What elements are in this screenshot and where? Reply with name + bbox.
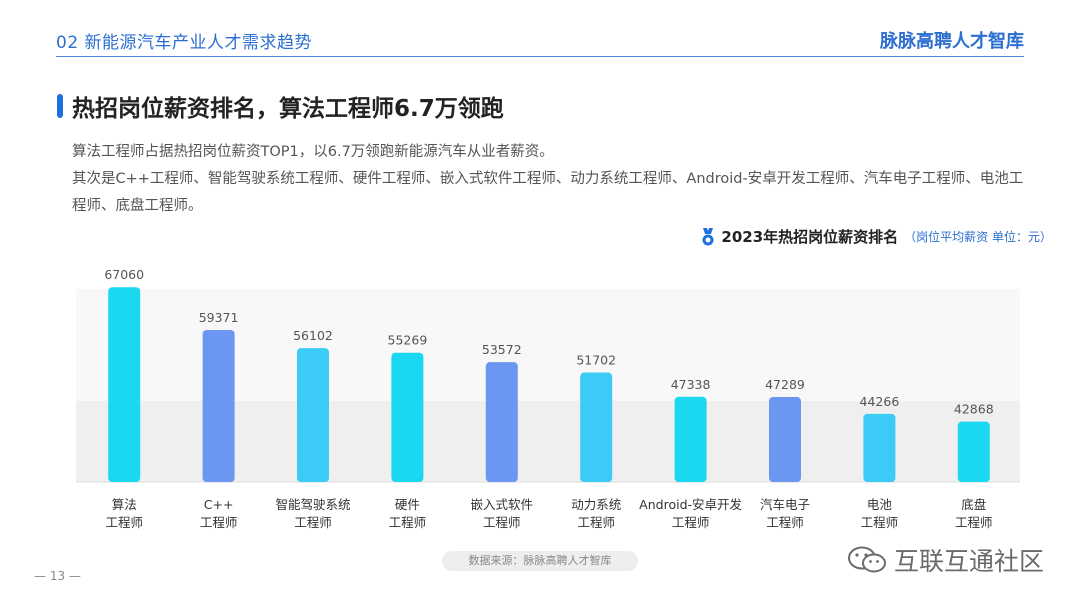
wechat-icon xyxy=(847,546,886,573)
bar-5 xyxy=(580,372,613,482)
category-label-8-line-1: 工程师 xyxy=(861,515,899,530)
brand-name: 脉脉高聘人才智库 xyxy=(880,31,1024,52)
value-label-9: 42868 xyxy=(954,402,994,417)
page-title: 热招岗位薪资排名，算法工程师6.7万领跑 xyxy=(72,96,504,122)
bar-4 xyxy=(485,362,518,482)
bar-2 xyxy=(297,348,329,482)
category-label-4-line-1: 工程师 xyxy=(483,515,521,530)
category-label-5-line-0: 动力系统 xyxy=(571,497,621,512)
category-label-3-line-1: 工程师 xyxy=(389,515,427,530)
category-label-2-line-1: 工程师 xyxy=(294,515,332,530)
value-label-2: 56102 xyxy=(293,328,333,343)
description-line-1: 算法工程师占据热招岗位薪资TOP1，以6.7万领跑新能源汽车从业者薪资。 xyxy=(72,144,554,160)
category-label-0-line-0: 算法 xyxy=(112,497,137,512)
medal-icon xyxy=(702,227,714,245)
page-number: — 13 — xyxy=(34,569,81,583)
category-label-0-line-1: 工程师 xyxy=(105,515,143,530)
description: 算法工程师占据热招岗位薪资TOP1，以6.7万领跑新能源汽车从业者薪资。 其次是… xyxy=(72,139,1032,220)
chart-title: 2023年热招岗位薪资排名 （岗位平均薪资 单位：元） xyxy=(701,226,1052,247)
category-label-5-line-1: 工程师 xyxy=(577,515,615,530)
category-label-6-line-0: Android-安卓开发 xyxy=(639,497,742,512)
category-label-7-line-1: 工程师 xyxy=(766,515,804,530)
category-label-4-line-0: 嵌入式软件 xyxy=(471,497,534,512)
value-label-8: 44266 xyxy=(860,394,900,409)
chart-title-main: 2023年热招岗位薪资排名 xyxy=(721,228,899,246)
section-header: 02 新能源汽车产业人才需求趋势 xyxy=(56,33,313,53)
value-label-0: 67060 xyxy=(104,267,144,282)
title-accent-bar xyxy=(57,94,63,118)
bar-0 xyxy=(108,287,141,482)
category-label-8-line-0: 电池 xyxy=(867,497,893,512)
bar-6 xyxy=(674,396,707,482)
watermark: 互联互通社区 xyxy=(846,542,1044,578)
category-label-1-line-0: C++ xyxy=(204,497,234,512)
value-label-5: 51702 xyxy=(576,353,616,368)
value-label-1: 59371 xyxy=(199,310,239,325)
bar-9 xyxy=(957,421,990,482)
category-label-9-line-0: 底盘 xyxy=(961,497,986,512)
bar-1 xyxy=(202,329,235,482)
value-label-6: 47338 xyxy=(671,377,711,392)
value-label-7: 47289 xyxy=(765,377,805,392)
category-label-3-line-0: 硬件 xyxy=(395,497,420,512)
value-label-3: 55269 xyxy=(388,333,428,348)
description-line-2: 其次是C++工程师、智能驾驶系统工程师、硬件工程师、嵌入式软件工程师、动力系统工… xyxy=(72,171,1024,214)
category-label-9-line-1: 工程师 xyxy=(955,515,993,530)
header-divider xyxy=(56,56,1024,57)
chart-title-unit: （岗位平均薪资 单位：元） xyxy=(904,230,1052,244)
watermark-text: 互联互通社区 xyxy=(893,547,1044,576)
bar-7 xyxy=(769,397,801,482)
category-label-1-line-1: 工程师 xyxy=(200,515,238,530)
value-label-4: 53572 xyxy=(482,342,522,357)
category-label-6-line-1: 工程师 xyxy=(672,515,710,530)
category-label-2-line-0: 智能驾驶系统 xyxy=(275,497,350,512)
data-source: 数据来源：脉脉高聘人才智库 xyxy=(442,551,638,571)
bar-8 xyxy=(863,413,896,482)
bar-3 xyxy=(391,352,424,482)
category-label-7-line-0: 汽车电子 xyxy=(760,497,810,512)
